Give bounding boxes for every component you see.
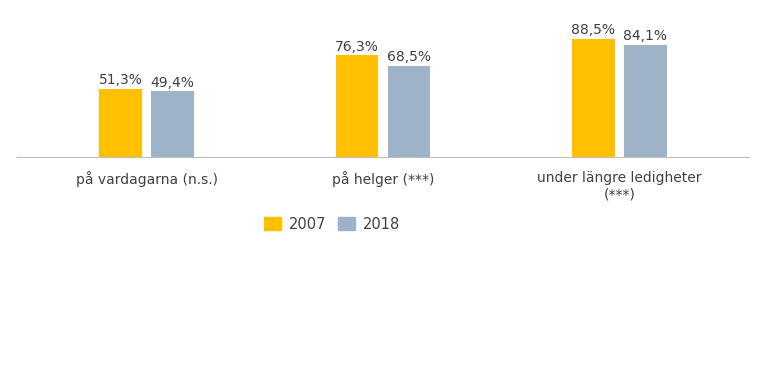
Bar xyxy=(572,39,614,158)
Text: 51,3%: 51,3% xyxy=(99,74,142,87)
Text: 76,3%: 76,3% xyxy=(335,40,379,54)
Bar xyxy=(336,55,378,158)
Text: 88,5%: 88,5% xyxy=(571,23,615,37)
Bar xyxy=(100,89,142,158)
Legend: 2007, 2018: 2007, 2018 xyxy=(258,211,405,238)
Text: 68,5%: 68,5% xyxy=(387,50,431,64)
Text: 49,4%: 49,4% xyxy=(151,76,195,90)
Bar xyxy=(388,66,430,158)
Bar xyxy=(152,91,194,158)
Text: 84,1%: 84,1% xyxy=(624,29,667,43)
Bar xyxy=(624,45,666,158)
